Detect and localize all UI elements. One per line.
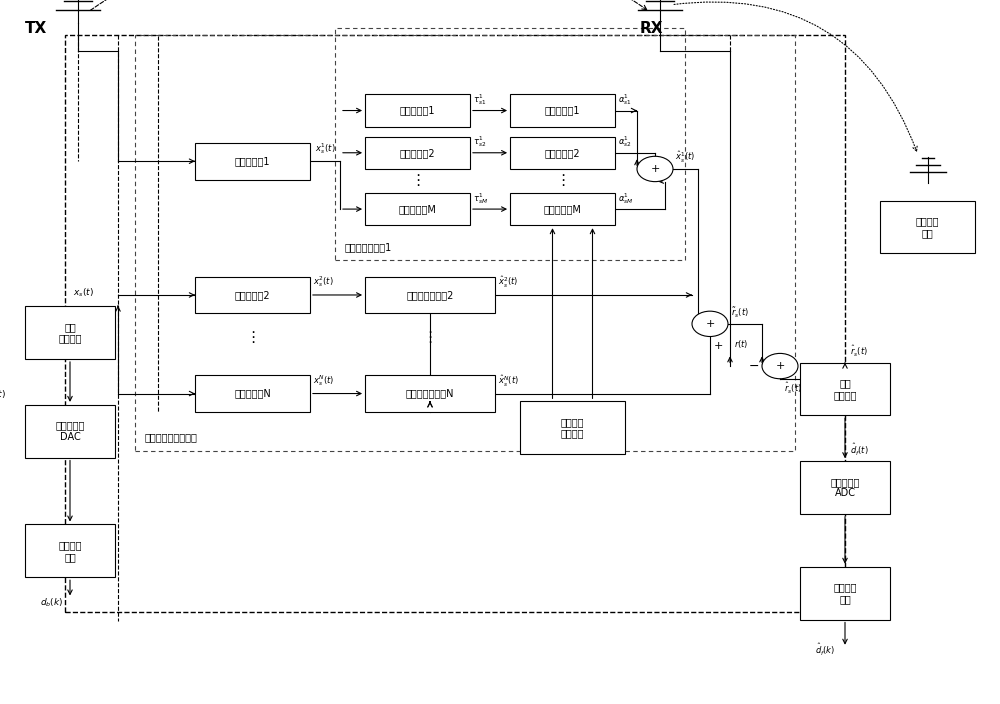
- Bar: [510, 137, 615, 169]
- Bar: [195, 277, 310, 313]
- Bar: [800, 461, 890, 514]
- Text: 固定延时器2: 固定延时器2: [400, 148, 435, 158]
- Text: 固定延时器M: 固定延时器M: [399, 204, 436, 214]
- Bar: [365, 375, 495, 412]
- Bar: [135, 35, 795, 451]
- Text: 带通滤波器1: 带通滤波器1: [235, 156, 270, 166]
- Text: 带通滤波器2: 带通滤波器2: [235, 290, 270, 300]
- Circle shape: [762, 353, 798, 379]
- Bar: [800, 363, 890, 415]
- Text: 模数转换器
ADC: 模数转换器 ADC: [830, 477, 860, 498]
- Text: 幅度衰减器2: 幅度衰减器2: [545, 148, 580, 158]
- Text: $\alpha_{sM}^1$: $\alpha_{sM}^1$: [618, 191, 633, 206]
- Text: $\tau_{sM}^1$: $\tau_{sM}^1$: [473, 191, 488, 206]
- Text: +: +: [705, 319, 715, 329]
- Text: 自干扰重建模块N: 自干扰重建模块N: [406, 389, 454, 398]
- Text: 基带接收
单元: 基带接收 单元: [833, 582, 857, 604]
- Text: −: −: [749, 360, 759, 372]
- Text: 发送
射频通道: 发送 射频通道: [58, 322, 82, 344]
- Bar: [25, 306, 115, 359]
- Bar: [365, 193, 470, 225]
- Bar: [25, 524, 115, 577]
- Text: RX: RX: [640, 20, 664, 36]
- Text: ⋮: ⋮: [422, 329, 438, 345]
- Text: 多子带射频抵消单元: 多子带射频抵消单元: [145, 432, 198, 442]
- Text: 数模转换器
DAC: 数模转换器 DAC: [55, 420, 85, 442]
- Text: $x_s^2(t)$: $x_s^2(t)$: [313, 275, 334, 289]
- Text: TX: TX: [25, 20, 47, 36]
- Text: $x_s^1(t)$: $x_s^1(t)$: [315, 141, 336, 156]
- Text: 自干扰重建模块2: 自干扰重建模块2: [406, 290, 454, 300]
- Text: 幅度衰减器1: 幅度衰减器1: [545, 106, 580, 115]
- Bar: [365, 137, 470, 169]
- Text: $\hat{x}_s^2(t)$: $\hat{x}_s^2(t)$: [498, 275, 518, 290]
- Text: 带通滤波器N: 带通滤波器N: [234, 389, 271, 398]
- Bar: [510, 193, 615, 225]
- Bar: [365, 94, 470, 127]
- Text: $x_s(t)$: $x_s(t)$: [73, 287, 94, 299]
- Text: 自干扰重建模块1: 自干扰重建模块1: [345, 242, 392, 252]
- Bar: [520, 401, 625, 454]
- Text: ⋮: ⋮: [555, 173, 570, 189]
- Text: $d_b(k)$: $d_b(k)$: [40, 596, 63, 609]
- Text: $\hat{x}_s^1(t)$: $\hat{x}_s^1(t)$: [675, 151, 695, 165]
- Text: ⋮: ⋮: [410, 173, 425, 189]
- Text: $\hat{x}_s^N(t)$: $\hat{x}_s^N(t)$: [498, 374, 519, 389]
- Circle shape: [692, 311, 728, 337]
- Text: $r(t)$: $r(t)$: [734, 338, 749, 350]
- Text: $x_s^N(t)$: $x_s^N(t)$: [313, 373, 334, 388]
- Text: $a_s(t)$: $a_s(t)$: [0, 389, 6, 401]
- FancyArrowPatch shape: [90, 0, 647, 11]
- Text: $\tau_{s2}^1$: $\tau_{s2}^1$: [473, 134, 486, 149]
- Text: $\hat{r}_s(t)$: $\hat{r}_s(t)$: [850, 344, 868, 359]
- Circle shape: [637, 156, 673, 182]
- Text: $\tilde{r}_s(t)$: $\tilde{r}_s(t)$: [731, 306, 749, 320]
- Bar: [880, 201, 975, 253]
- FancyArrowPatch shape: [673, 2, 917, 151]
- Text: 接收
射频通道: 接收 射频通道: [833, 378, 857, 400]
- Text: 基带发送
单元: 基带发送 单元: [58, 540, 82, 562]
- Text: 幅度衰减器M: 幅度衰减器M: [544, 204, 581, 214]
- Text: $\hat{d}_f(t)$: $\hat{d}_f(t)$: [850, 441, 869, 458]
- Text: 远端通信
节点: 远端通信 节点: [916, 216, 939, 238]
- Bar: [800, 567, 890, 620]
- Text: $\alpha_{s2}^1$: $\alpha_{s2}^1$: [618, 134, 632, 149]
- Bar: [335, 28, 685, 260]
- Text: 固定延时器1: 固定延时器1: [400, 106, 435, 115]
- Bar: [365, 277, 495, 313]
- Text: $\hat{r}_s(t)$: $\hat{r}_s(t)$: [784, 382, 802, 396]
- Text: +: +: [650, 164, 660, 174]
- Text: +: +: [775, 361, 785, 371]
- Bar: [510, 94, 615, 127]
- Text: $\tau_{s1}^1$: $\tau_{s1}^1$: [473, 92, 486, 107]
- Text: 幅度调整
算法模块: 幅度调整 算法模块: [561, 417, 584, 439]
- Bar: [65, 35, 845, 612]
- Text: ⋮: ⋮: [245, 329, 260, 345]
- Bar: [195, 143, 310, 180]
- Text: +: +: [713, 341, 723, 351]
- Bar: [195, 375, 310, 412]
- Text: $\alpha_{s1}^1$: $\alpha_{s1}^1$: [618, 92, 632, 107]
- Bar: [25, 405, 115, 458]
- Text: $\hat{d}_f(k)$: $\hat{d}_f(k)$: [815, 642, 835, 658]
